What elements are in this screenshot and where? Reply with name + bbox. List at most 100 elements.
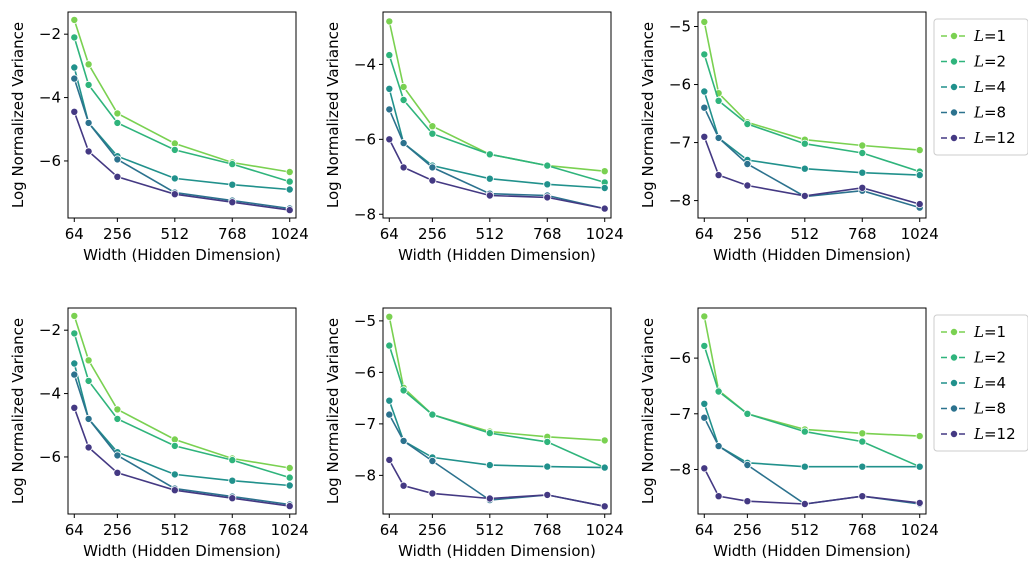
data-point <box>385 84 394 93</box>
legend-marker <box>950 57 959 66</box>
data-point <box>228 198 237 207</box>
data-point <box>700 464 709 473</box>
data-point <box>84 443 93 452</box>
data-point <box>485 174 494 183</box>
legend-item: L=1 <box>941 323 1006 341</box>
y-axis-label: Log Normalized Variance <box>639 22 657 208</box>
plot-frame <box>697 11 927 219</box>
y-axis-label: Log Normalized Variance <box>9 318 27 504</box>
data-point <box>915 498 924 507</box>
data-point <box>915 146 924 155</box>
x-tick-label: 64 <box>65 225 84 243</box>
data-point <box>170 441 179 450</box>
series-line-L8 <box>73 374 290 506</box>
x-axis-label: Width (Hidden Dimension) <box>398 246 596 264</box>
legend-marker <box>950 429 959 438</box>
data-point <box>399 96 408 105</box>
chart-panel-6: 64 256 512 768 1024 −6 −7 −8 Width (Hidden Dimen… <box>639 307 939 560</box>
y-tick-label: −4 <box>354 55 376 73</box>
legend-marker <box>950 108 959 117</box>
x-tick-label: 768 <box>218 521 247 539</box>
data-point <box>700 399 709 408</box>
data-point <box>228 476 237 485</box>
y-tick-label: −6 <box>39 152 61 170</box>
x-tick-label: 64 <box>380 521 399 539</box>
data-point <box>700 50 709 59</box>
data-point <box>485 429 494 438</box>
x-tick-label: 512 <box>790 521 819 539</box>
series-line-L1 <box>388 316 605 442</box>
data-point <box>113 451 122 460</box>
data-point <box>285 502 294 511</box>
y-tick-label: −7 <box>669 134 691 152</box>
chart-panel-2: 64 256 512 768 1024 −4 −6 −8 Width (Hidden Dimen… <box>324 11 624 264</box>
legend-label: L=12 <box>973 425 1016 443</box>
data-point <box>385 51 394 60</box>
data-point <box>70 33 79 42</box>
series-line-L2 <box>73 333 290 479</box>
data-point <box>228 160 237 169</box>
x-tick-label: 512 <box>790 225 819 243</box>
data-point <box>399 82 408 91</box>
data-point <box>428 410 437 419</box>
legend: L=1 L=2 L=4 L=8 L=12 <box>933 314 1028 452</box>
data-point <box>700 132 709 141</box>
series-line-L12 <box>73 407 290 507</box>
data-point <box>543 193 552 202</box>
x-tick-label: 768 <box>848 521 877 539</box>
data-point <box>113 405 122 414</box>
y-axis-label: Log Normalized Variance <box>324 318 342 504</box>
data-point <box>84 376 93 385</box>
y-tick-label: −6 <box>354 130 376 148</box>
x-tick-label: 64 <box>380 225 399 243</box>
y-tick-label: −4 <box>39 89 61 107</box>
chart-panel-3: 64 256 512 768 1024 −5 −6 −7 −8 Width (Hidden Dim… <box>639 11 939 264</box>
x-tick-label: 768 <box>218 225 247 243</box>
legend-marker <box>950 327 959 336</box>
y-tick-label: −8 <box>669 192 691 210</box>
x-tick-label: 256 <box>418 225 447 243</box>
x-axis-label: Width (Hidden Dimension) <box>713 542 911 560</box>
y-tick-label: −8 <box>354 205 376 223</box>
data-point <box>800 462 809 471</box>
data-point <box>228 180 237 189</box>
series-line-L2 <box>703 345 921 468</box>
legend-label: L=12 <box>973 129 1016 147</box>
data-point <box>485 494 494 503</box>
y-tick-label: −8 <box>354 466 376 484</box>
x-tick-label: 512 <box>475 225 504 243</box>
data-point <box>800 427 809 436</box>
y-axis-label: Log Normalized Variance <box>639 318 657 504</box>
data-point <box>84 118 93 127</box>
data-point <box>915 171 924 180</box>
data-point <box>84 60 93 69</box>
data-point <box>285 185 294 194</box>
data-point <box>700 413 709 422</box>
data-point <box>385 396 394 405</box>
legend-label: L=1 <box>973 323 1006 341</box>
x-tick-label: 512 <box>160 225 189 243</box>
x-tick-label: 1024 <box>586 225 624 243</box>
x-tick-label: 64 <box>695 521 714 539</box>
series-line-L8 <box>388 109 605 210</box>
x-tick-label: 256 <box>103 225 132 243</box>
y-tick-label: −2 <box>39 25 61 43</box>
legend-item: L=4 <box>941 78 1006 96</box>
series-line-L12 <box>388 138 605 210</box>
legend-label: L=8 <box>973 400 1006 418</box>
chart-panel-1: 64 256 512 768 1024 −2 −4 −6 Width (Hidden Dimen… <box>9 11 309 264</box>
data-point <box>428 122 437 131</box>
data-point <box>700 87 709 96</box>
x-axis-label: Width (Hidden Dimension) <box>713 246 911 264</box>
plot-frame <box>697 307 927 515</box>
legend-item: L=8 <box>941 400 1006 418</box>
series-line-L12 <box>388 459 605 508</box>
x-tick-label: 512 <box>160 521 189 539</box>
series-line-L1 <box>703 21 920 151</box>
x-tick-label: 64 <box>65 521 84 539</box>
data-point <box>543 490 552 499</box>
y-tick-label: −4 <box>39 385 61 403</box>
data-point <box>600 502 609 511</box>
series-line-L12 <box>73 111 290 211</box>
